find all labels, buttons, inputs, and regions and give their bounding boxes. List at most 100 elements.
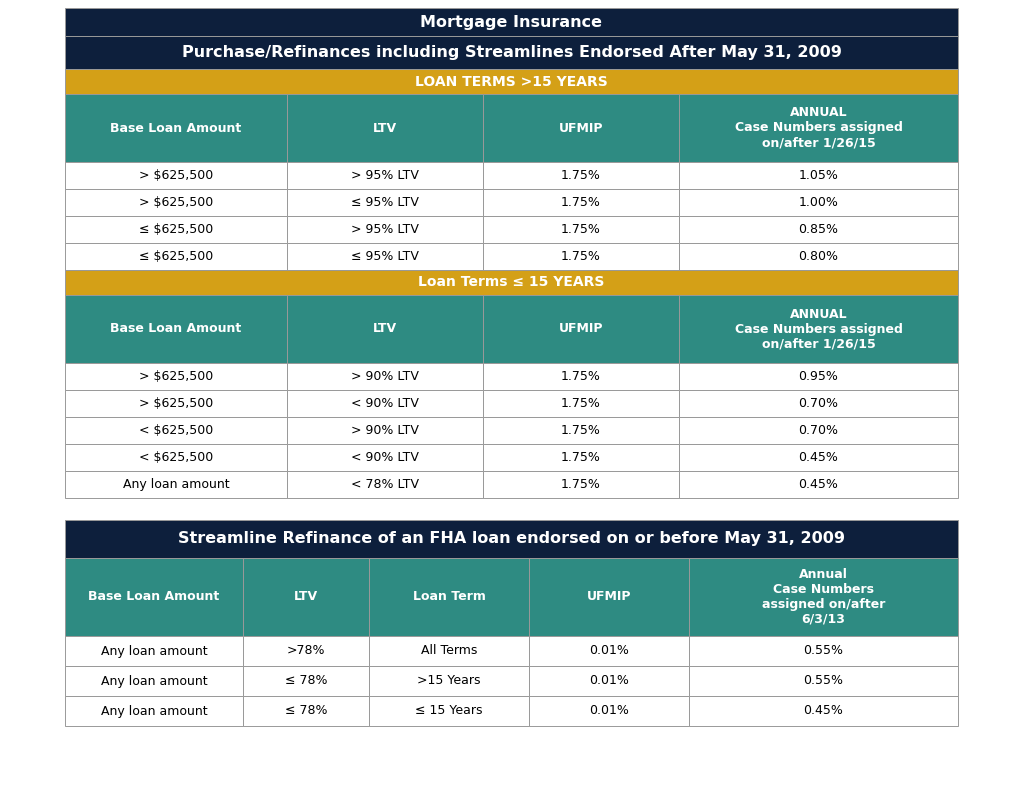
Text: < 78% LTV: < 78% LTV xyxy=(351,478,419,491)
Bar xyxy=(679,295,958,363)
Bar xyxy=(65,471,287,498)
Text: 0.01%: 0.01% xyxy=(589,705,629,717)
Bar xyxy=(483,363,679,390)
Bar xyxy=(369,636,529,666)
Text: Any loan amount: Any loan amount xyxy=(122,478,229,491)
Bar xyxy=(65,696,243,726)
Bar xyxy=(287,94,483,162)
Bar xyxy=(65,216,287,243)
Text: > $625,500: > $625,500 xyxy=(139,196,213,209)
Text: 1.75%: 1.75% xyxy=(561,250,601,263)
Bar xyxy=(679,162,958,189)
Text: < $625,500: < $625,500 xyxy=(139,451,213,464)
Text: 0.45%: 0.45% xyxy=(799,451,839,464)
Text: 1.75%: 1.75% xyxy=(561,169,601,182)
Text: ≤ $625,500: ≤ $625,500 xyxy=(139,223,213,236)
Text: Base Loan Amount: Base Loan Amount xyxy=(110,322,242,336)
Bar xyxy=(287,363,483,390)
Text: Base Loan Amount: Base Loan Amount xyxy=(89,590,220,604)
Bar xyxy=(65,69,958,94)
Text: < 90% LTV: < 90% LTV xyxy=(352,451,419,464)
Text: > 95% LTV: > 95% LTV xyxy=(352,169,419,182)
Bar xyxy=(65,666,243,696)
Bar xyxy=(483,444,679,471)
Bar xyxy=(243,666,369,696)
Text: < 90% LTV: < 90% LTV xyxy=(352,397,419,410)
Bar xyxy=(65,417,287,444)
Bar xyxy=(483,295,679,363)
Text: 1.00%: 1.00% xyxy=(799,196,839,209)
Text: 0.80%: 0.80% xyxy=(799,250,839,263)
Text: 0.85%: 0.85% xyxy=(799,223,839,236)
Text: Annual
Case Numbers
assigned on/after
6/3/13: Annual Case Numbers assigned on/after 6/… xyxy=(762,568,886,626)
Text: > 95% LTV: > 95% LTV xyxy=(352,223,419,236)
Bar xyxy=(65,558,243,636)
Text: UFMIP: UFMIP xyxy=(558,322,603,336)
Text: ≤ 78%: ≤ 78% xyxy=(284,675,327,687)
Bar xyxy=(529,696,689,726)
Bar xyxy=(243,636,369,666)
Text: Loan Terms ≤ 15 YEARS: Loan Terms ≤ 15 YEARS xyxy=(419,276,604,289)
Bar xyxy=(483,216,679,243)
Text: 0.70%: 0.70% xyxy=(799,397,839,410)
Bar xyxy=(369,666,529,696)
Bar xyxy=(679,243,958,270)
Bar xyxy=(65,295,287,363)
Text: 0.45%: 0.45% xyxy=(804,705,844,717)
Text: ≤ 95% LTV: ≤ 95% LTV xyxy=(352,196,419,209)
Bar xyxy=(65,243,287,270)
Bar xyxy=(483,417,679,444)
Text: Base Loan Amount: Base Loan Amount xyxy=(110,122,242,134)
Text: < $625,500: < $625,500 xyxy=(139,424,213,437)
Text: 0.45%: 0.45% xyxy=(799,478,839,491)
Bar xyxy=(287,189,483,216)
Bar xyxy=(287,417,483,444)
Text: > $625,500: > $625,500 xyxy=(139,370,213,383)
Bar xyxy=(679,444,958,471)
Bar xyxy=(65,270,958,295)
Text: 1.75%: 1.75% xyxy=(561,196,601,209)
Text: All Terms: All Terms xyxy=(421,645,477,657)
Bar xyxy=(529,558,689,636)
Bar xyxy=(65,162,287,189)
Text: ≤ 78%: ≤ 78% xyxy=(284,705,327,717)
Text: ANNUAL
Case Numbers assigned
on/after 1/26/15: ANNUAL Case Numbers assigned on/after 1/… xyxy=(735,107,903,149)
Text: > $625,500: > $625,500 xyxy=(139,397,213,410)
Bar xyxy=(287,162,483,189)
Text: LTV: LTV xyxy=(373,322,397,336)
Bar xyxy=(483,94,679,162)
Text: 0.95%: 0.95% xyxy=(799,370,839,383)
Bar xyxy=(679,390,958,417)
Text: 0.01%: 0.01% xyxy=(589,645,629,657)
Bar xyxy=(287,390,483,417)
Text: ≤ $625,500: ≤ $625,500 xyxy=(139,250,213,263)
Text: 1.75%: 1.75% xyxy=(561,397,601,410)
Text: 1.75%: 1.75% xyxy=(561,478,601,491)
Bar xyxy=(287,243,483,270)
Text: Purchase/Refinances including Streamlines Endorsed After May 31, 2009: Purchase/Refinances including Streamline… xyxy=(181,45,842,60)
Text: LTV: LTV xyxy=(293,590,318,604)
Text: 1.05%: 1.05% xyxy=(799,169,839,182)
Text: >15 Years: >15 Years xyxy=(417,675,481,687)
Text: LTV: LTV xyxy=(373,122,397,134)
Bar xyxy=(243,558,369,636)
Text: ≤ 15 Years: ≤ 15 Years xyxy=(416,705,483,717)
Text: LOAN TERMS >15 YEARS: LOAN TERMS >15 YEARS xyxy=(415,74,608,88)
Text: Mortgage Insurance: Mortgage Insurance xyxy=(421,14,602,29)
Text: 0.55%: 0.55% xyxy=(804,645,844,657)
Bar xyxy=(483,189,679,216)
Bar xyxy=(65,444,287,471)
Bar xyxy=(689,666,958,696)
Bar xyxy=(369,696,529,726)
Text: ≤ 95% LTV: ≤ 95% LTV xyxy=(352,250,419,263)
Bar xyxy=(65,94,287,162)
Text: 1.75%: 1.75% xyxy=(561,223,601,236)
Bar xyxy=(679,363,958,390)
Bar xyxy=(65,520,958,558)
Text: > 90% LTV: > 90% LTV xyxy=(352,370,419,383)
Bar xyxy=(483,471,679,498)
Text: 1.75%: 1.75% xyxy=(561,370,601,383)
Bar xyxy=(679,189,958,216)
Bar xyxy=(689,636,958,666)
Bar xyxy=(679,417,958,444)
